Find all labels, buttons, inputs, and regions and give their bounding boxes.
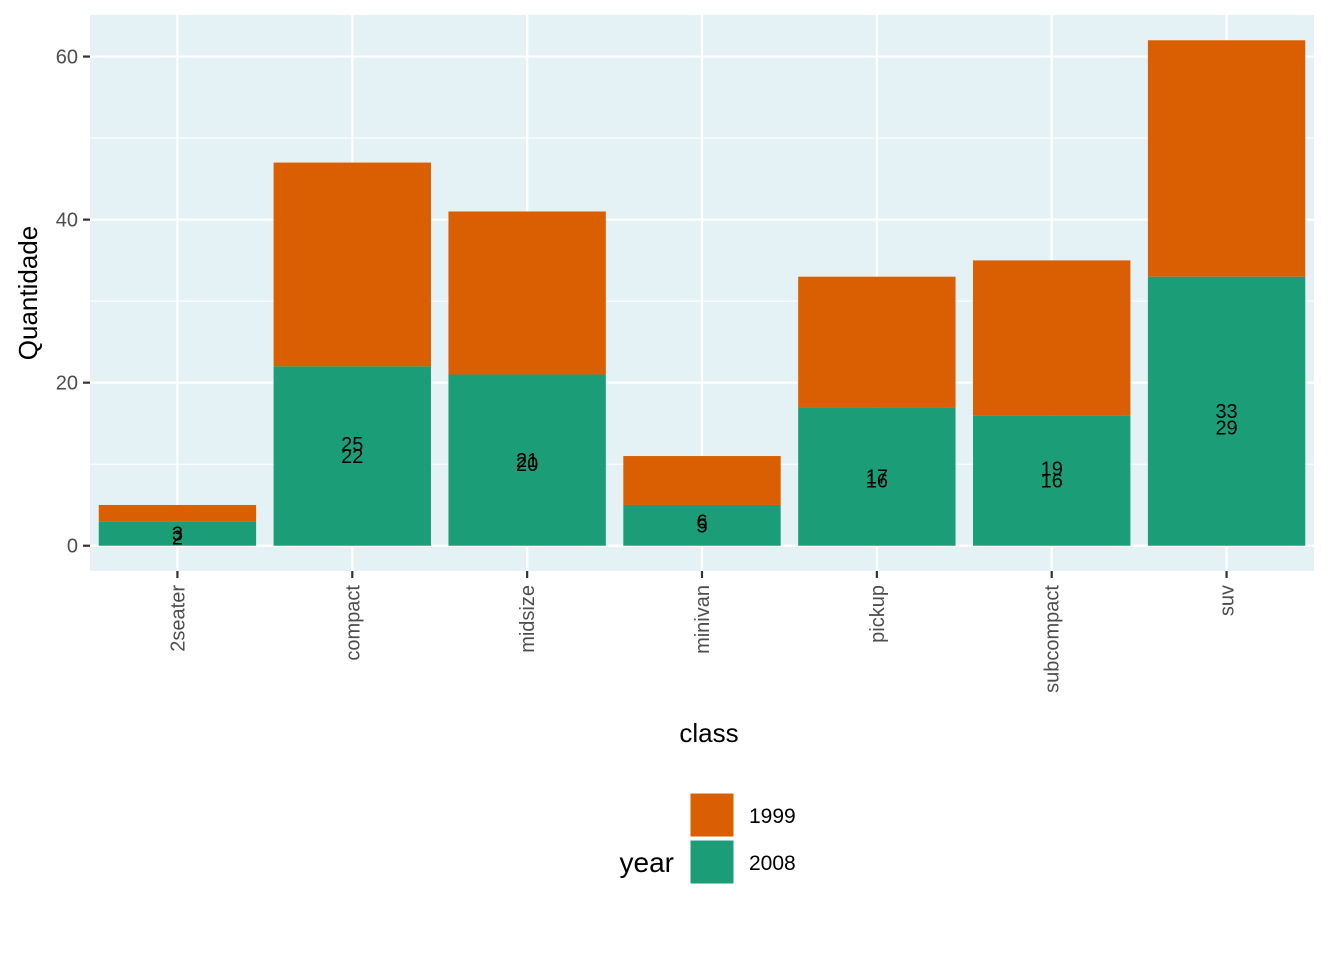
- x-tick-label-pickup: pickup: [867, 585, 889, 643]
- bar-pickup-2008: [798, 407, 956, 546]
- bar-label-subcompact-1999: 19: [1041, 458, 1063, 480]
- bar-subcompact-2008: [973, 415, 1131, 546]
- legend-label-2008: 2008: [749, 852, 796, 875]
- y-axis-title: Quantidade: [13, 226, 43, 360]
- bar-subcompact-1999: [973, 260, 1131, 416]
- x-tick-label-2seater: 2seater: [167, 585, 189, 652]
- y-tick-label: 60: [56, 47, 78, 69]
- x-tick-label-compact: compact: [342, 585, 364, 661]
- legend-key-1999: [689, 792, 735, 838]
- y-tick-label: 20: [56, 373, 78, 395]
- bar-2seater-2008: [98, 521, 257, 546]
- bar-label-suv-2008: 33: [1215, 401, 1237, 423]
- bar-compact-1999: [273, 162, 431, 367]
- bar-midsize-1999: [448, 211, 606, 375]
- bar-label-pickup-1999: 16: [866, 471, 888, 493]
- x-axis: 2seater compact midsize minivan pickup subcom…: [167, 571, 1239, 693]
- bar-label-midsize-2008: 21: [516, 450, 538, 472]
- legend-title: year: [620, 847, 674, 878]
- legend: year 1999 2008: [620, 792, 796, 885]
- y-tick-label: 0: [67, 536, 78, 558]
- bars: [98, 40, 1306, 546]
- legend-key-2008: [689, 839, 735, 885]
- x-tick-label-midsize: midsize: [517, 585, 539, 653]
- x-tick-label-suv: suv: [1217, 585, 1239, 616]
- bar-minivan-1999: [623, 456, 781, 505]
- bar-2seater-1999: [98, 504, 257, 522]
- x-axis-title: class: [679, 718, 738, 748]
- bar-suv-1999: [1147, 40, 1306, 277]
- legend-label-1999: 1999: [749, 805, 796, 828]
- y-tick-label: 40: [56, 210, 78, 232]
- bar-label-2seater-2008: 3: [172, 523, 183, 545]
- bar-suv-2008: [1147, 276, 1306, 546]
- bar-label-subcompact-2008: 16: [1041, 471, 1063, 493]
- bar-label-minivan-1999: 6: [696, 511, 707, 533]
- bar-label-midsize-1999: 20: [516, 454, 538, 476]
- bar-pickup-1999: [798, 276, 956, 408]
- bar-midsize-2008: [448, 374, 606, 546]
- bar-compact-2008: [273, 366, 431, 546]
- y-axis: 0 20 40 60: [56, 47, 90, 558]
- x-tick-label-minivan: minivan: [692, 585, 714, 654]
- bar-minivan-2008: [623, 504, 781, 546]
- bar-label-suv-1999: 29: [1215, 418, 1237, 440]
- bar-label-compact-2008: 22: [341, 446, 363, 468]
- bar-label-2seater-1999: 2: [172, 528, 183, 550]
- bar-label-compact-1999: 25: [341, 434, 363, 456]
- bar-label-minivan-2008: 5: [696, 515, 707, 537]
- bar-label-pickup-2008: 17: [866, 466, 888, 488]
- x-tick-label-subcompact: subcompact: [1042, 585, 1064, 693]
